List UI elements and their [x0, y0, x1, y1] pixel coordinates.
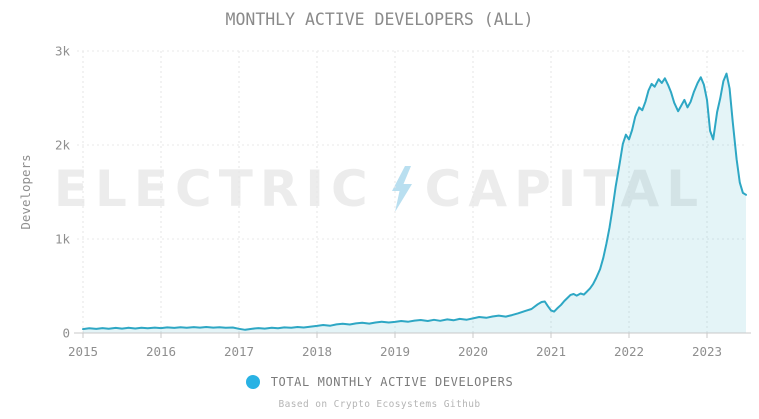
plot-area: 2015 2016 2017 2018 2019 2020 2021 2022 2023 0 1k 2… — [18, 44, 751, 359]
series-line — [82, 72, 747, 331]
x-tick-label: 2017 — [224, 344, 254, 359]
y-tick-label: 1k — [55, 232, 71, 247]
x-tick-label: 2020 — [458, 344, 488, 359]
x-tick-label: 2019 — [380, 344, 410, 359]
watermark: ELECTRIC CAPITAL — [0, 160, 759, 218]
x-tick-label: 2016 — [146, 344, 176, 359]
y-tick-label: 3k — [55, 44, 71, 59]
y-tick-label: 2k — [55, 138, 71, 153]
chart-title: MONTHLY ACTIVE DEVELOPERS (ALL) — [225, 10, 534, 29]
series-area — [83, 73, 746, 333]
x-tick-label: 2015 — [68, 344, 98, 359]
x-tick-label: 2022 — [614, 344, 644, 359]
legend-label[interactable]: TOTAL MONTHLY ACTIVE DEVELOPERS — [270, 375, 514, 389]
x-tick-label: 2023 — [692, 344, 722, 359]
watermark-capital-text: CAPITAL — [424, 160, 706, 218]
source-note: Based on Crypto Ecosystems Github — [278, 399, 481, 410]
legend-marker-icon[interactable] — [245, 375, 260, 389]
watermark-electric-text: ELECTRIC — [53, 160, 375, 218]
legend[interactable]: TOTAL MONTHLY ACTIVE DEVELOPERS — [0, 375, 759, 389]
y-tick-label: 0 — [62, 326, 70, 341]
lightning-bolt-icon — [391, 166, 412, 212]
x-tick-label: 2021 — [536, 344, 566, 359]
y-axis-title: Developers — [18, 154, 33, 229]
x-tick-label: 2018 — [302, 344, 332, 359]
